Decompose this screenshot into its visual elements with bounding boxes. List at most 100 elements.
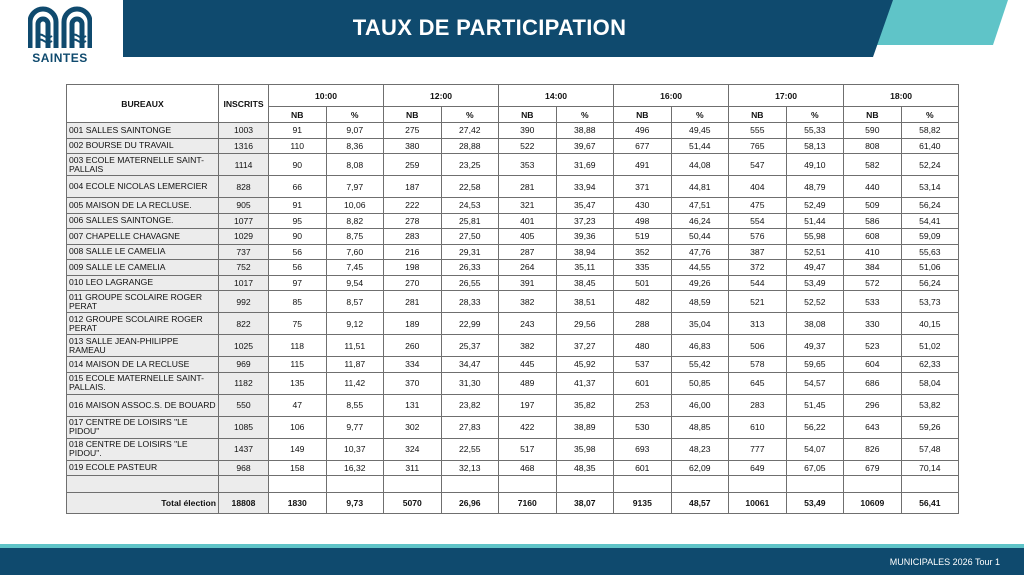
nb-value: 643 — [843, 415, 902, 439]
pct-value: 9,77 — [325, 415, 385, 439]
pct-value: 44,55 — [670, 259, 730, 276]
pct-value: 58,13 — [785, 137, 845, 154]
pct-value: 53,73 — [900, 290, 960, 313]
nb-value: 572 — [843, 274, 902, 291]
total-pct-value: 56,41 — [900, 492, 960, 514]
pct-value: 23,25 — [440, 153, 500, 176]
pct-value: 38,88 — [555, 122, 615, 139]
pct-value: 51,02 — [900, 334, 960, 357]
nb-value: 547 — [728, 153, 787, 176]
nb-value: 649 — [728, 459, 787, 476]
saintes-arches-icon — [28, 6, 92, 48]
total-pct-value: 48,57 — [670, 492, 730, 514]
bureau-name: 016 MAISON ASSOC.S. DE BOUARD — [66, 393, 219, 417]
pct-value: 10,06 — [325, 197, 385, 214]
pct-value: 49,26 — [670, 274, 730, 291]
nb-value: 270 — [383, 274, 442, 291]
nb-value: 517 — [498, 437, 557, 461]
nb-value: 149 — [268, 437, 327, 461]
nb-value: 430 — [613, 197, 672, 214]
nb-value: 489 — [498, 371, 557, 395]
nb-value: 97 — [268, 274, 327, 291]
table-row: 011 GROUPE SCOLAIRE ROGER PERAT 992 85 8,57… — [66, 290, 960, 313]
total-row: Total élection 18808 1830 9,73 5070 26,96 7160… — [66, 492, 960, 514]
pct-value: 31,69 — [555, 153, 615, 176]
pct-value: 53,49 — [785, 274, 845, 291]
nb-value: 95 — [268, 212, 327, 229]
participation-table: BUREAUX INSCRITS 10:00 12:00 14:00 16:00 17:00… — [66, 84, 960, 514]
pct-value: 35,98 — [555, 437, 615, 461]
table-row: 001 SALLES SAINTONGE 1003 91 9,07 275 27,42 39… — [66, 122, 960, 139]
inscrits-value: 1025 — [218, 334, 269, 357]
table-row: 013 SALLE JEAN-PHILIPPE RAMEAU 1025 118 11,… — [66, 334, 960, 357]
inscrits-value: 1114 — [218, 153, 269, 176]
pct-value: 7,97 — [325, 175, 385, 198]
nb-value: 537 — [613, 356, 672, 373]
nb-value: 313 — [728, 312, 787, 335]
pct-value: 37,27 — [555, 334, 615, 357]
nb-value: 353 — [498, 153, 557, 176]
pct-value: 62,09 — [670, 459, 730, 476]
total-pct-value: 26,96 — [440, 492, 500, 514]
nb-value: 288 — [613, 312, 672, 335]
pct-value: 8,82 — [325, 212, 385, 229]
pct-value: 29,56 — [555, 312, 615, 335]
pct-value: 56,22 — [785, 415, 845, 439]
bureau-name: 006 SALLES SAINTONGE. — [66, 212, 219, 229]
nb-value: 679 — [843, 459, 902, 476]
pct-value: 9,07 — [325, 122, 385, 139]
footer-bar: MUNICIPALES 2026 Tour 1 — [0, 548, 1024, 575]
pct-value: 56,24 — [900, 197, 960, 214]
pct-value: 49,37 — [785, 334, 845, 357]
inscrits-value: 1003 — [218, 122, 269, 139]
nb-value: 296 — [843, 393, 902, 417]
total-pct-value: 9,73 — [325, 492, 385, 514]
time-header: 12:00 — [383, 84, 500, 107]
nb-value: 686 — [843, 371, 902, 395]
nb-value: 604 — [843, 356, 902, 373]
nb-value: 522 — [498, 137, 557, 154]
nb-value: 382 — [498, 290, 557, 313]
sub-header-pct: % — [785, 106, 845, 123]
pct-value: 35,82 — [555, 393, 615, 417]
page-title: TAUX DE PARTICIPATION — [352, 15, 627, 40]
table-row: 015 ECOLE MATERNELLE SAINT-PALLAIS. 1182 1… — [66, 371, 960, 395]
nb-value: 275 — [383, 122, 442, 139]
nb-value: 115 — [268, 356, 327, 373]
pct-value: 9,54 — [325, 274, 385, 291]
pct-value: 44,81 — [670, 175, 730, 198]
bureau-name: 001 SALLES SAINTONGE — [66, 122, 219, 139]
sub-header-pct: % — [555, 106, 615, 123]
pct-value: 52,51 — [785, 243, 845, 260]
pct-value: 26,55 — [440, 274, 500, 291]
nb-value: 382 — [498, 334, 557, 357]
pct-value: 27,50 — [440, 228, 500, 245]
table-row: 004 ECOLE NICOLAS LEMERCIER 828 66 7,97 187 2… — [66, 175, 960, 198]
nb-value: 693 — [613, 437, 672, 461]
pct-value: 38,94 — [555, 243, 615, 260]
pct-value: 39,36 — [555, 228, 615, 245]
nb-value: 578 — [728, 356, 787, 373]
nb-value: 765 — [728, 137, 787, 154]
pct-value: 25,37 — [440, 334, 500, 357]
nb-value: 410 — [843, 243, 902, 260]
bureau-name: 003 ECOLE MATERNELLE SAINT-PALLAIS — [66, 153, 219, 176]
nb-value: 498 — [613, 212, 672, 229]
inscrits-value: 752 — [218, 259, 269, 276]
pct-value: 27,83 — [440, 415, 500, 439]
pct-value: 37,23 — [555, 212, 615, 229]
nb-value: 533 — [843, 290, 902, 313]
nb-value: 610 — [728, 415, 787, 439]
total-nb-value: 7160 — [498, 492, 557, 514]
nb-value: 91 — [268, 197, 327, 214]
pct-value: 34,47 — [440, 356, 500, 373]
time-header: 17:00 — [728, 84, 845, 107]
pct-value: 49,47 — [785, 259, 845, 276]
pct-value: 26,33 — [440, 259, 500, 276]
pct-value: 54,41 — [900, 212, 960, 229]
bureau-name: 009 SALLE LE CAMELIA — [66, 259, 219, 276]
nb-value: 506 — [728, 334, 787, 357]
inscrits-value: 905 — [218, 197, 269, 214]
nb-value: 197 — [498, 393, 557, 417]
nb-value: 371 — [613, 175, 672, 198]
